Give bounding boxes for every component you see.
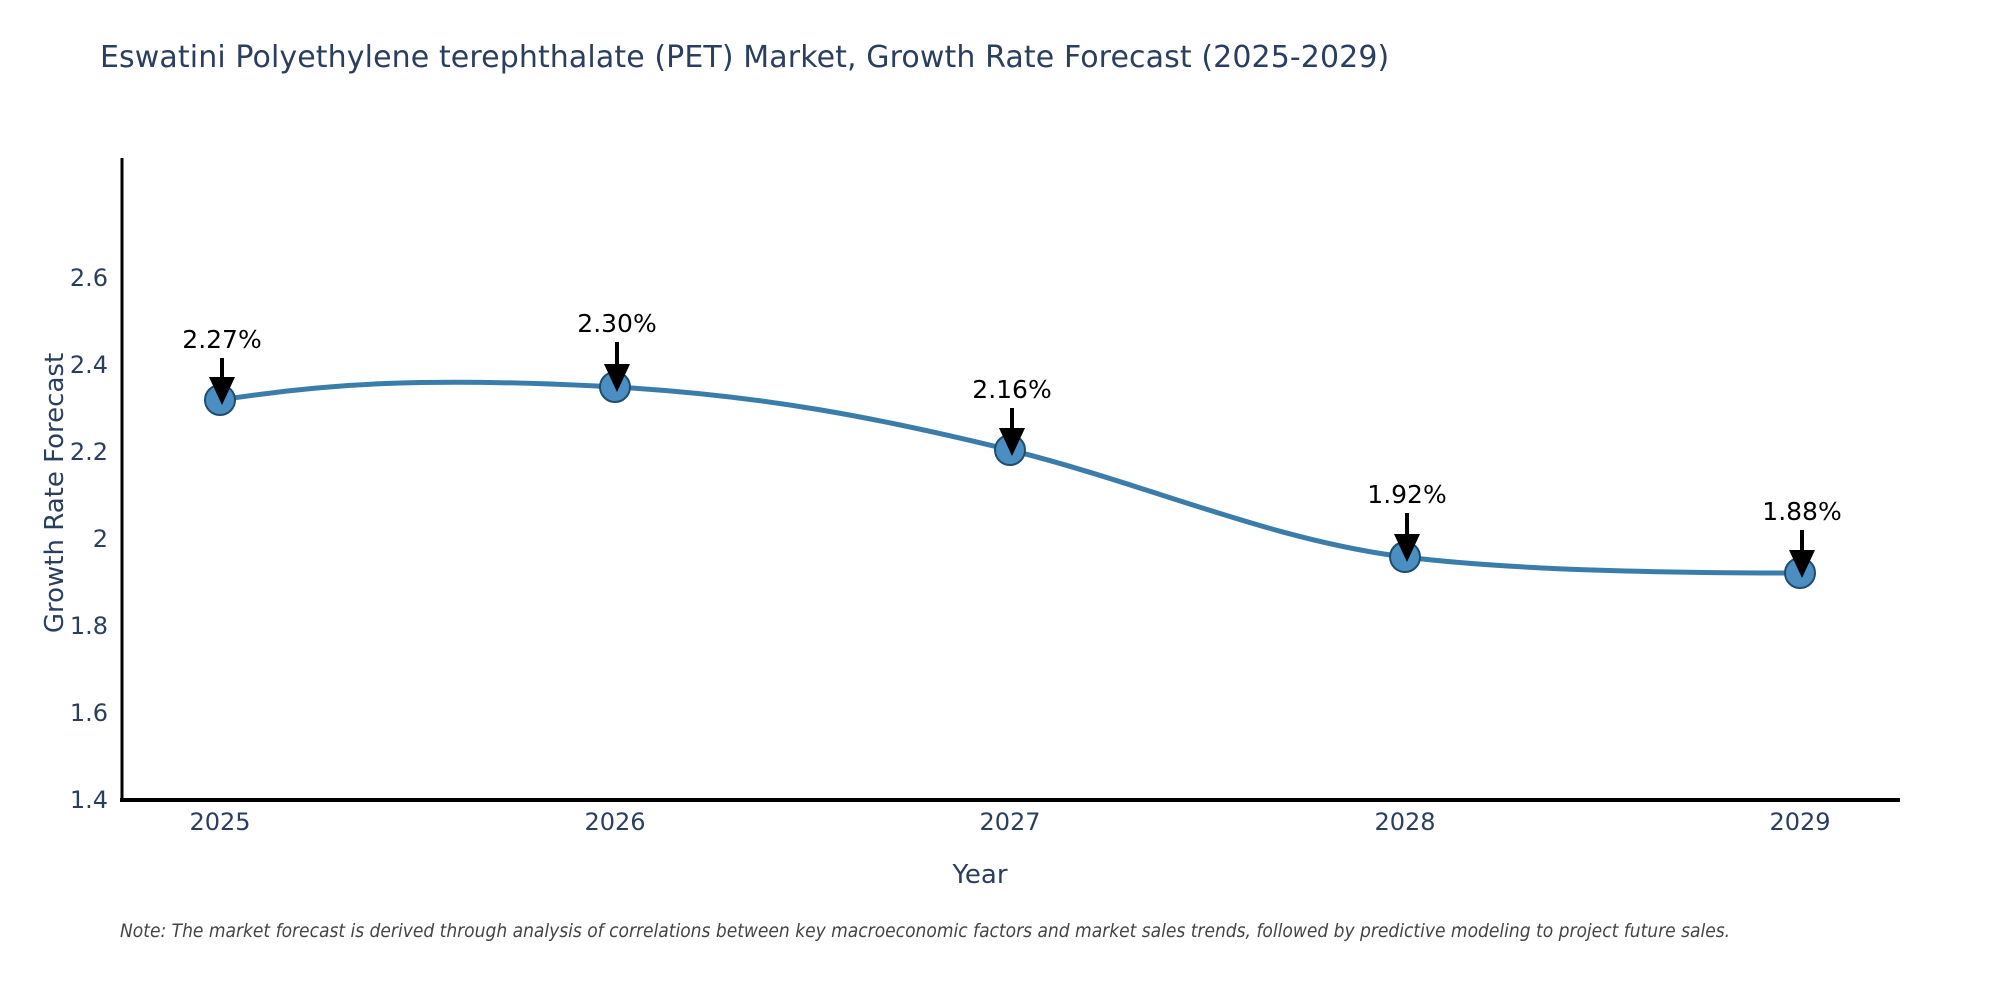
annotation-arrow-icon	[1789, 530, 1815, 578]
y-tick-label: 1.8	[69, 612, 108, 640]
data-label: 2.16%	[972, 375, 1052, 404]
x-tick-label: 2029	[1769, 808, 1831, 836]
y-tick-label: 2	[92, 525, 108, 553]
data-label: 1.88%	[1762, 497, 1842, 526]
x-tick-label: 2025	[189, 808, 251, 836]
y-axis-tick-labels: 1.4 1.6 1.8 2 2.2 2.4 2.6	[0, 0, 108, 1000]
annotation-arrow-icon	[604, 342, 630, 392]
annotation-arrow-icon	[999, 408, 1025, 456]
data-label: 1.92%	[1367, 480, 1447, 509]
x-tick-label: 2027	[979, 808, 1041, 836]
annotation-arrow-icon	[209, 358, 235, 405]
y-tick-label: 2.2	[69, 438, 108, 466]
annotation-arrow-icon	[1394, 513, 1420, 562]
data-point-markers	[204, 371, 1816, 589]
x-tick-label: 2028	[1374, 808, 1436, 836]
y-tick-label: 1.6	[69, 699, 108, 727]
y-tick-label: 2.6	[69, 264, 108, 292]
x-axis-title: Year	[952, 860, 1008, 890]
y-tick-label: 1.4	[69, 786, 108, 814]
x-tick-label: 2026	[584, 808, 646, 836]
chart-footnote: Note: The market forecast is derived thr…	[120, 920, 1731, 942]
data-label: 2.27%	[182, 325, 262, 354]
y-tick-label: 2.4	[69, 351, 108, 379]
annotation-arrows	[209, 342, 1815, 578]
chart-title: Eswatini Polyethylene terephthalate (PET…	[100, 40, 1390, 75]
data-label: 2.30%	[577, 309, 657, 338]
